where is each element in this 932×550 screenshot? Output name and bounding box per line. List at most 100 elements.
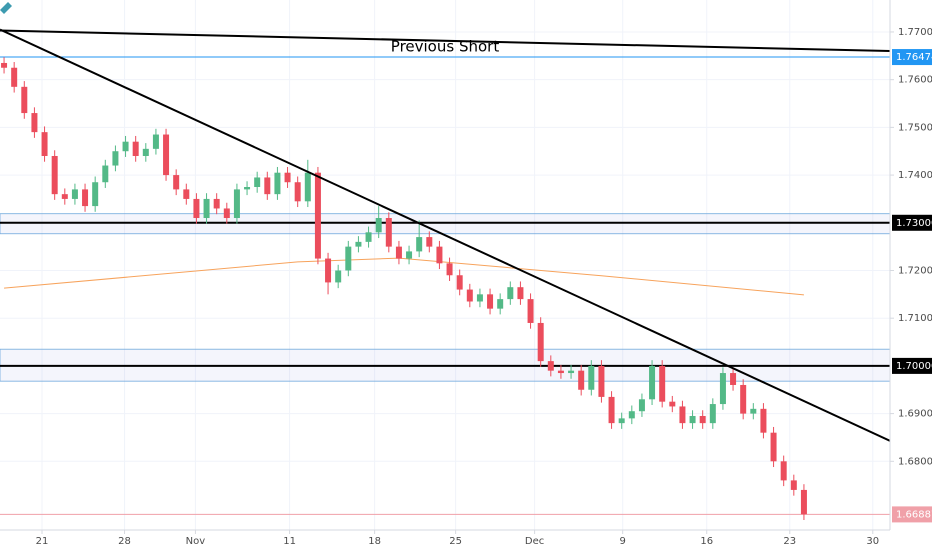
y-tick-label: 1.72000: [898, 265, 932, 276]
candle-body: [466, 289, 473, 302]
candle-body: [254, 177, 261, 188]
candle-body: [264, 177, 271, 195]
level-tag-label: 1.66887: [896, 509, 932, 520]
candle-body: [699, 415, 706, 424]
y-tick-label: 1.76000: [898, 75, 932, 86]
candle-body: [31, 113, 38, 133]
candle-body: [547, 361, 554, 371]
candle-body: [142, 148, 149, 156]
candle-body: [780, 461, 787, 481]
axes: 1.68000 1.69000 1.71000 1.72000 1.74000 1.750…: [36, 27, 932, 547]
candle-body: [487, 294, 494, 309]
y-tick-label: 1.75000: [898, 122, 932, 133]
candle-body: [163, 134, 170, 176]
candle-body: [284, 172, 291, 183]
candle-body: [618, 418, 625, 424]
candle-body: [355, 241, 362, 247]
candle-body: [304, 172, 311, 202]
x-tick-label: 18: [368, 536, 381, 547]
level-tag-label: 1.76474: [896, 52, 932, 63]
candle-body: [456, 275, 463, 290]
candle-body: [790, 480, 797, 490]
y-tick-label: 1.77000: [898, 27, 932, 38]
candle-body: [750, 408, 757, 414]
x-tick-label: 25: [449, 536, 462, 547]
candle-body: [193, 198, 200, 219]
candle-body: [598, 365, 605, 397]
candle-body: [314, 172, 321, 259]
annotation: Previous Short: [391, 38, 500, 56]
candle-body: [274, 172, 281, 195]
candle-body: [608, 396, 615, 424]
candle-body: [173, 175, 180, 190]
candle-body: [61, 194, 68, 199]
candle-body: [325, 258, 332, 283]
x-tick-label: 9: [620, 536, 626, 547]
candle-body: [537, 322, 544, 362]
x-tick-label: 16: [700, 536, 713, 547]
grid: [0, 0, 890, 530]
candle-body: [102, 165, 109, 183]
level-tag: [892, 49, 932, 66]
x-tick-label: 23: [783, 536, 796, 547]
y-tick-label: 1.74000: [898, 170, 932, 181]
candle-body: [395, 246, 402, 259]
candle-body: [588, 365, 595, 390]
candle-body: [709, 404, 716, 424]
y-tick-label: 1.71000: [898, 313, 932, 324]
candle-body: [770, 432, 777, 462]
candle-body: [760, 408, 767, 433]
y-tick-label: 1.68000: [898, 456, 932, 467]
candle-body: [669, 401, 676, 407]
candle-body: [800, 489, 807, 515]
candle-body: [71, 189, 78, 199]
candle-body: [719, 373, 726, 405]
candle-body: [638, 399, 645, 412]
plot: Previous Short: [0, 28, 891, 520]
candle-body: [294, 182, 301, 202]
candle-body: [244, 187, 251, 190]
candle-body: [213, 198, 220, 209]
candle-body: [41, 132, 48, 156]
candle-body: [122, 141, 129, 152]
candle-body: [183, 189, 190, 199]
trend-line: [0, 28, 891, 442]
candle-body: [517, 287, 524, 300]
candle-body: [51, 155, 58, 195]
level-tag: [892, 357, 932, 374]
level-tag-label: 1.73000: [896, 218, 932, 229]
x-tick-label: Dec: [525, 536, 544, 547]
level-tag-label: 1.70000: [896, 361, 932, 372]
candle-body: [365, 232, 372, 242]
candle-body: [11, 67, 18, 87]
candle-body: [730, 373, 737, 385]
candle-body: [223, 208, 230, 219]
candle-body: [406, 251, 413, 259]
candle-body: [112, 151, 119, 166]
candle-body: [233, 189, 240, 219]
candle-body: [649, 365, 656, 400]
candle-body: [507, 287, 514, 300]
drawing-anchor-icon: [0, 2, 12, 14]
trend-line: [0, 29, 891, 53]
candle-body: [92, 182, 99, 207]
candle-body: [82, 189, 89, 207]
candle-body: [132, 141, 139, 156]
candle-body: [203, 198, 210, 219]
candle-body: [21, 86, 28, 114]
level-tag: [892, 214, 932, 231]
x-tick-label: 30: [866, 536, 879, 547]
candle-body: [375, 218, 382, 233]
candle-body: [568, 370, 575, 374]
x-tick-label: Nov: [186, 536, 206, 547]
candle-body: [628, 411, 635, 419]
x-tick-label: 11: [283, 536, 296, 547]
candle-body: [385, 218, 392, 247]
candle-body: [689, 415, 696, 424]
candle-body: [557, 370, 564, 374]
candle-body: [578, 370, 585, 390]
candle-body: [476, 294, 483, 302]
x-tick-label: 21: [36, 536, 49, 547]
